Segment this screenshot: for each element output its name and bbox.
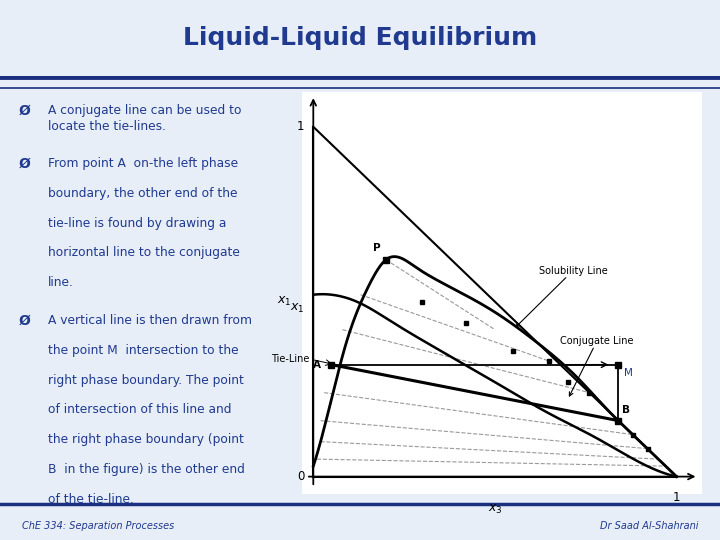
Text: of intersection of this line and: of intersection of this line and xyxy=(48,403,231,416)
Text: $x_1$: $x_1$ xyxy=(277,295,292,308)
Text: boundary, the other end of the: boundary, the other end of the xyxy=(48,187,237,200)
Text: From point A  on-the left phase: From point A on-the left phase xyxy=(48,157,238,170)
Text: Ø: Ø xyxy=(19,104,30,118)
Text: 0: 0 xyxy=(297,470,305,483)
Text: $x_3$: $x_3$ xyxy=(487,503,503,516)
Text: Solubility Line: Solubility Line xyxy=(516,266,607,327)
Text: of the tie-line.: of the tie-line. xyxy=(48,492,133,505)
Text: A vertical line is then drawn from: A vertical line is then drawn from xyxy=(48,314,251,327)
Text: right phase boundary. The point: right phase boundary. The point xyxy=(48,374,243,387)
Text: the right phase boundary (point: the right phase boundary (point xyxy=(48,433,243,446)
Text: the point M  intersection to the: the point M intersection to the xyxy=(48,344,238,357)
Text: tie-line is found by drawing a: tie-line is found by drawing a xyxy=(48,217,226,230)
Text: locate the tie-lines.: locate the tie-lines. xyxy=(48,120,166,133)
Text: A conjugate line can be used to: A conjugate line can be used to xyxy=(48,104,241,117)
Text: ChE 334: Separation Processes: ChE 334: Separation Processes xyxy=(22,521,174,531)
Text: B: B xyxy=(622,406,630,415)
Text: horizontal line to the conjugate: horizontal line to the conjugate xyxy=(48,246,239,259)
Text: $x_1$: $x_1$ xyxy=(289,302,305,315)
Text: Conjugate Line: Conjugate Line xyxy=(560,336,634,396)
Text: Ø: Ø xyxy=(19,157,30,171)
Text: Dr Saad Al-Shahrani: Dr Saad Al-Shahrani xyxy=(600,521,698,531)
Text: B  in the figure) is the other end: B in the figure) is the other end xyxy=(48,463,244,476)
Text: M: M xyxy=(624,368,633,378)
Text: A: A xyxy=(312,360,320,370)
Text: Liquid-Liquid Equilibrium: Liquid-Liquid Equilibrium xyxy=(183,25,537,50)
Text: P: P xyxy=(373,242,380,253)
Text: Tie-Line: Tie-Line xyxy=(271,354,310,364)
Text: line.: line. xyxy=(48,276,73,289)
Text: 1: 1 xyxy=(297,120,305,133)
Text: 1: 1 xyxy=(672,491,680,504)
Text: Ø: Ø xyxy=(19,314,30,328)
